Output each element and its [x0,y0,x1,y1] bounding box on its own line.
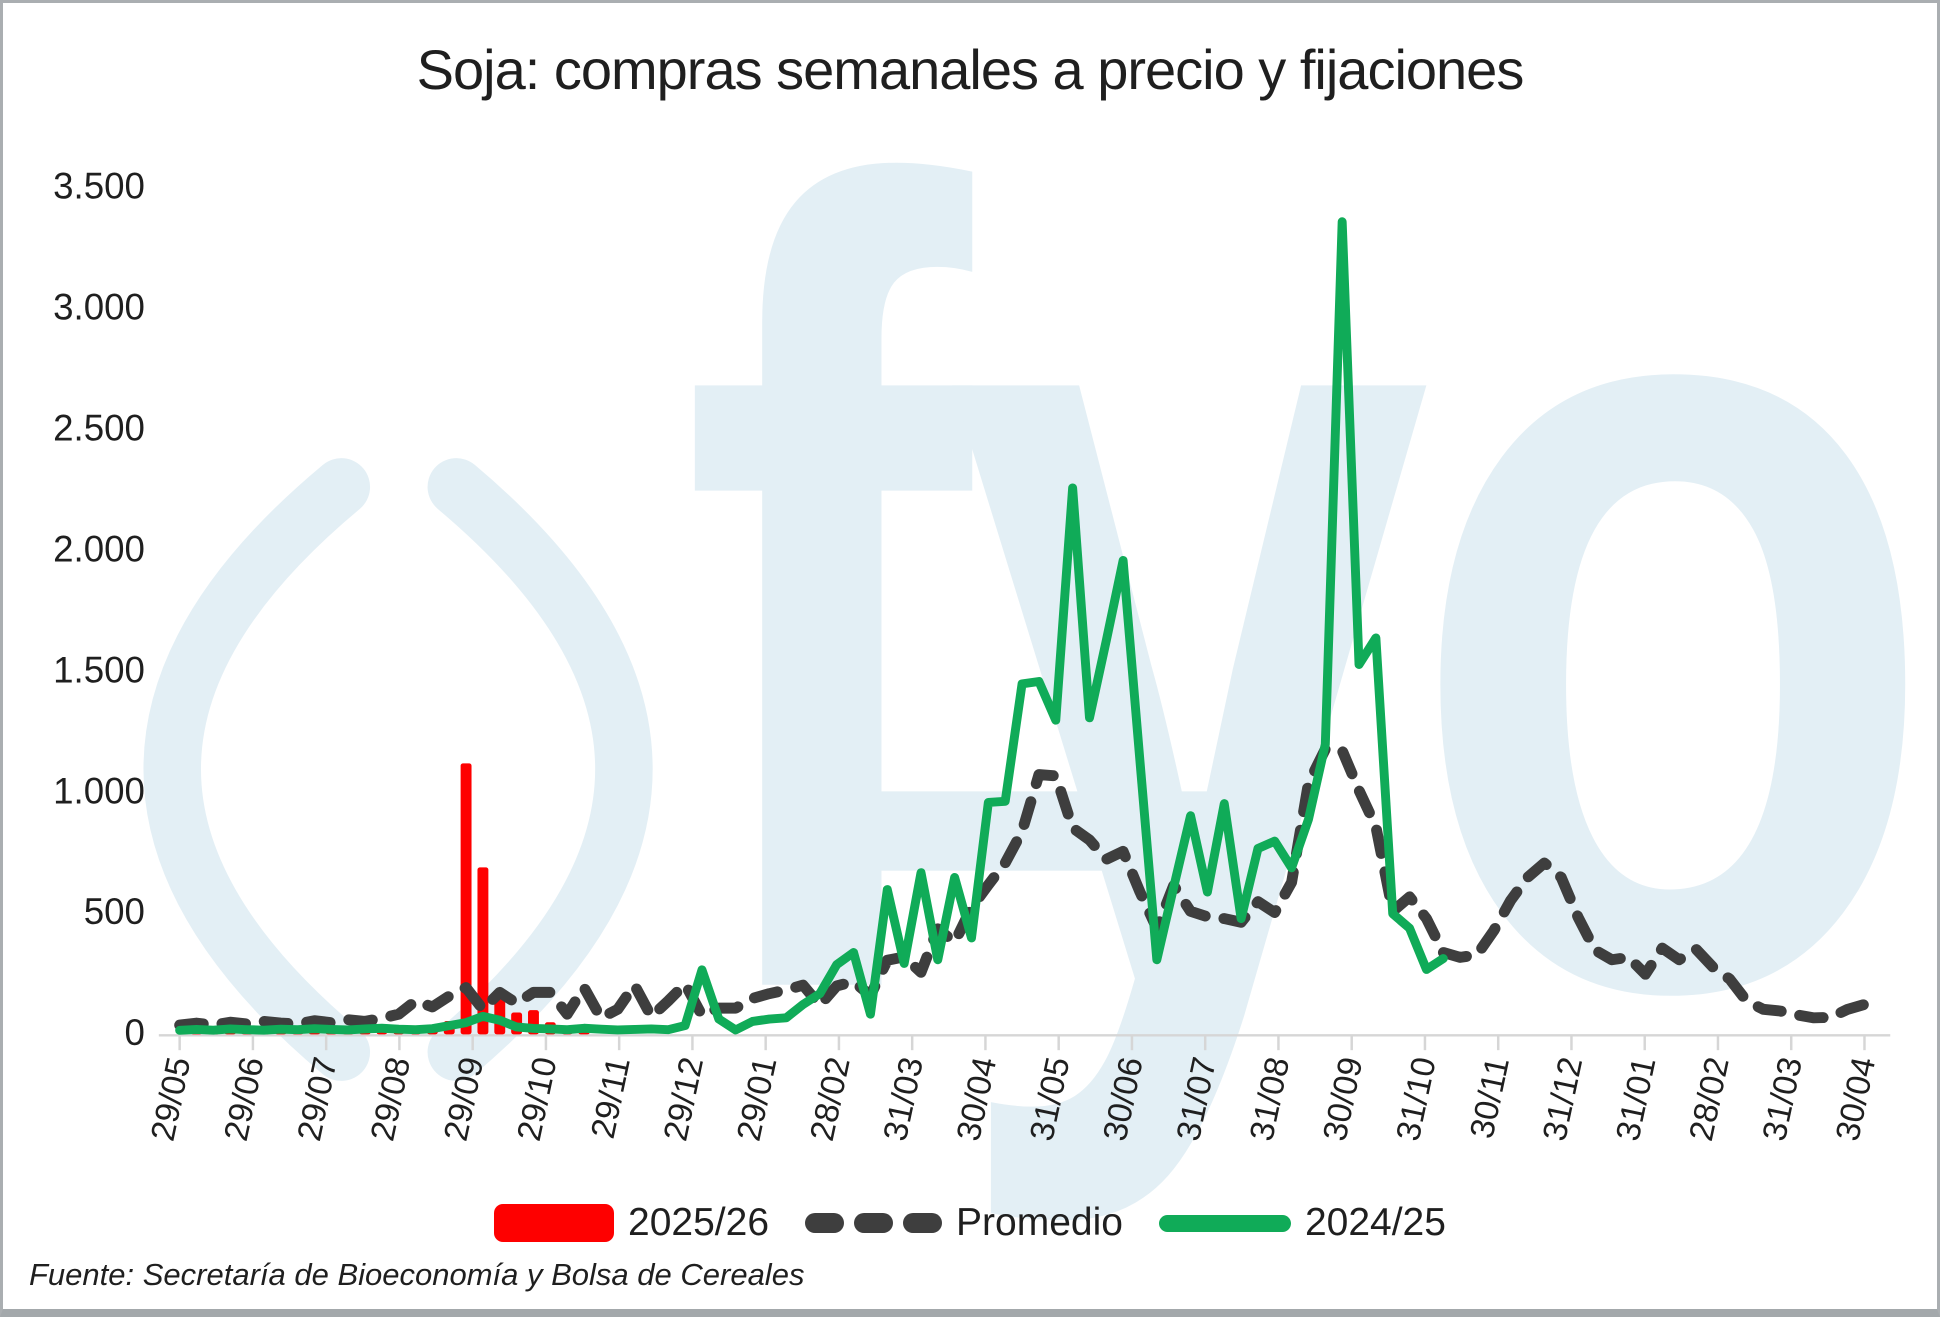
x-tick-label: 29/06 [217,1054,272,1144]
legend-label-2025-26: 2025/26 [628,1201,770,1244]
legend-item-2024-25: 2024/25 [1158,1201,1446,1245]
y-tick-label: 3.500 [53,165,145,206]
y-tick-label: 1.500 [53,649,145,690]
legend-label-promedio: Promedio [956,1201,1123,1244]
y-tick-label: 3.000 [53,286,145,327]
legend-label-2024-25: 2024/25 [1304,1201,1446,1244]
legend-item-2025-26: 2025/26 [494,1201,769,1245]
legend-swatch-dashed-line-icon [805,1213,943,1233]
y-tick-label: 2.500 [53,407,145,448]
legend-item-promedio: Promedio [805,1201,1123,1245]
chart-title: Soja: compras semanales a precio y fijac… [416,38,1525,101]
bar-week-18 [477,867,489,1035]
bar-week-17 [460,763,472,1035]
fyo-watermark: fyo [143,3,1937,1233]
legend-swatch-line-icon [1158,1214,1291,1232]
promedio-line [174,743,1870,1031]
legend-swatch-bar-icon [494,1204,615,1242]
watermark-right-arc-icon [427,458,653,1081]
watermark-left-arc-icon [143,458,371,1081]
x-tick-label: 29/07 [290,1054,345,1144]
legend: 2025/26 Promedio 2024/25 [3,1201,1937,1245]
source-note: Fuente: Secretaría de Bioeconomía y Bols… [29,1257,805,1292]
y-tick-label: 2.000 [53,528,145,569]
y-tick-label: 1.000 [53,770,145,811]
watermark-text: fyo [680,3,1915,1233]
x-tick-label: 29/05 [144,1054,199,1144]
x-axis: 29/05 29/06 29/07 29/08 29/09 29/10 29/11 29/12… [144,1034,1891,1144]
x-tick-label: 29/10 [510,1054,565,1144]
y-tick-label: 500 [84,891,145,932]
line-2024-25 [175,217,1448,1035]
x-tick-label: 29/11 [584,1054,638,1142]
y-axis: 0 500 1.000 1.500 2.000 2.500 3.000 3.500 [53,165,145,1053]
x-tick-label: 29/08 [363,1054,418,1144]
y-tick-label: 0 [125,1012,145,1053]
